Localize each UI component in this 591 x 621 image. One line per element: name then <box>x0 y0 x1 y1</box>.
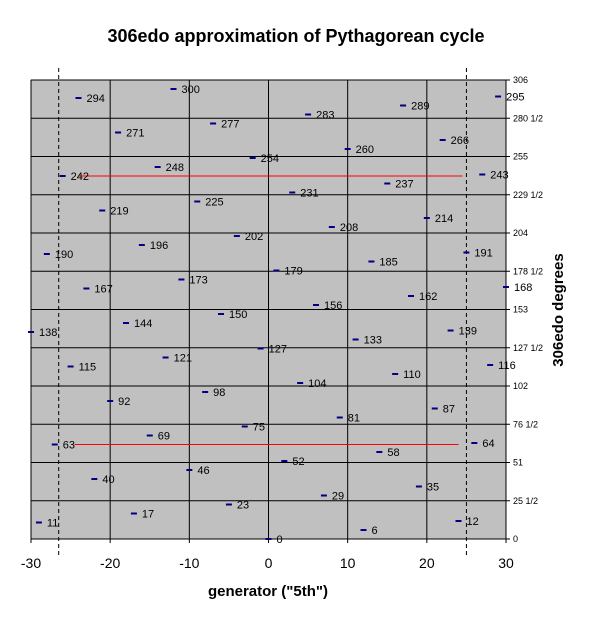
data-point-label: 116 <box>498 360 516 372</box>
data-points: 138 11 190 63 242 115 294 167 40 219 92 271 144 17 196… <box>28 84 532 546</box>
data-point-label: 46 <box>197 465 209 477</box>
x-tick-label: -10 <box>179 555 199 571</box>
data-point-label: 219 <box>110 206 128 218</box>
data-point-label: 283 <box>316 110 334 122</box>
data-point-label: 190 <box>55 249 73 261</box>
data-point-label: 266 <box>451 135 469 147</box>
data-point-label: 6 <box>372 525 378 537</box>
data-point-label: 156 <box>324 300 342 312</box>
data-point-label: 167 <box>94 284 112 296</box>
data-point-label: 300 <box>182 84 200 96</box>
data-point-label: 52 <box>292 456 304 468</box>
data-point-label: 11 <box>47 518 58 530</box>
data-point-label: 58 <box>387 447 399 459</box>
data-point-label: 208 <box>340 222 358 234</box>
x-tick-label: 10 <box>340 555 356 571</box>
data-point-label: 214 <box>435 213 453 225</box>
data-point-label: 144 <box>134 318 152 330</box>
x-axis-title: generator ("5th") <box>208 583 328 600</box>
data-point-label: 64 <box>482 438 494 450</box>
data-point-label: 237 <box>395 179 413 191</box>
data-point-label: 248 <box>166 162 184 174</box>
data-point-label: 17 <box>142 509 154 521</box>
x-tick-label: -20 <box>100 555 120 571</box>
data-point-label: 115 <box>79 362 97 374</box>
y-tick-label: 153 <box>513 305 528 315</box>
data-point-label: 179 <box>284 266 302 278</box>
data-point-label: 23 <box>237 500 249 512</box>
y-tick-label: 25 1/2 <box>513 496 538 506</box>
data-point-label: 150 <box>229 309 247 321</box>
data-point-label: 81 <box>348 413 360 425</box>
data-point-label: 12 <box>467 516 479 528</box>
data-point-label: 289 <box>411 101 429 113</box>
data-point-label: 29 <box>332 491 344 503</box>
x-tick-label: 0 <box>265 555 273 571</box>
data-point-label: 243 <box>490 170 508 182</box>
y-tick-label: 178 1/2 <box>513 266 543 276</box>
data-point-label: 110 <box>403 369 421 381</box>
y-tick-label: 255 <box>513 152 528 162</box>
data-point-label: 277 <box>221 119 239 131</box>
y-axis-title: 306edo degrees <box>550 253 567 366</box>
y-tick-label: 280 1/2 <box>513 113 543 123</box>
data-point-label: 98 <box>213 387 225 399</box>
data-point-label: 63 <box>63 440 75 452</box>
y-tick-label: 51 <box>513 458 523 468</box>
data-point-label: 139 <box>459 326 477 338</box>
data-point-label: 231 <box>300 188 318 200</box>
y-tick-label: 306 <box>513 75 528 85</box>
x-tick-label: 20 <box>419 555 435 571</box>
y-tick-label: 204 <box>513 228 528 238</box>
data-point-label: 92 <box>118 396 130 408</box>
data-point-label: 35 <box>427 482 439 494</box>
data-point-label: 104 <box>308 378 326 390</box>
data-point-label: 260 <box>356 144 374 156</box>
data-point-label: 254 <box>261 153 279 165</box>
data-point-label: 185 <box>379 257 397 269</box>
data-point-label: 40 <box>102 474 114 486</box>
chart-title: 306edo approximation of Pythagorean cycl… <box>107 26 484 46</box>
data-point-label: 168 <box>514 282 532 294</box>
y-tick-label: 127 1/2 <box>513 343 543 353</box>
data-point-label: 271 <box>126 128 144 140</box>
data-point-label: 242 <box>71 171 89 183</box>
data-point-label: 75 <box>253 422 265 434</box>
data-point-label: 138 <box>39 327 57 339</box>
y-tick-label: 0 <box>513 534 518 544</box>
x-tick-label: 30 <box>498 555 514 571</box>
y-axis-ticks: 0 25 1/2 51 76 1/2 102 127 1/2 153 178 1/2 204 22… <box>506 75 543 544</box>
x-tick-label: -30 <box>21 555 41 571</box>
data-point-label: 162 <box>419 291 437 303</box>
y-tick-label: 102 <box>513 381 528 391</box>
data-point-label: 225 <box>205 197 223 209</box>
data-point-label: 294 <box>87 93 105 105</box>
data-point-label: 173 <box>189 275 207 287</box>
data-point-label: 87 <box>443 404 455 416</box>
data-point-label: 191 <box>474 248 492 260</box>
y-tick-label: 76 1/2 <box>513 419 538 429</box>
data-point-label: 196 <box>150 240 168 252</box>
x-axis-ticks: -30 -20 -10 0 10 20 30 <box>21 539 514 571</box>
data-point-label: 295 <box>506 92 524 104</box>
y-tick-label: 229 1/2 <box>513 190 543 200</box>
data-point-label: 0 <box>277 534 283 546</box>
data-point-label: 121 <box>174 353 192 365</box>
data-point-label: 202 <box>245 231 263 243</box>
data-point-label: 133 <box>364 335 382 347</box>
data-point-label: 69 <box>158 431 170 443</box>
data-point-label: 127 <box>269 344 287 356</box>
reference-lines <box>58 68 467 556</box>
